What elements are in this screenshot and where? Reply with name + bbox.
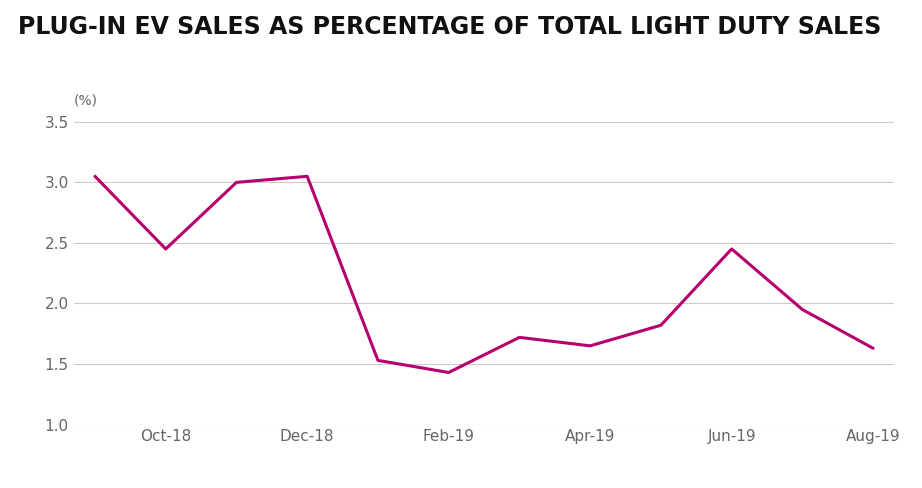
- Text: (%): (%): [74, 93, 98, 107]
- Text: PLUG-IN EV SALES AS PERCENTAGE OF TOTAL LIGHT DUTY SALES: PLUG-IN EV SALES AS PERCENTAGE OF TOTAL …: [18, 15, 881, 39]
